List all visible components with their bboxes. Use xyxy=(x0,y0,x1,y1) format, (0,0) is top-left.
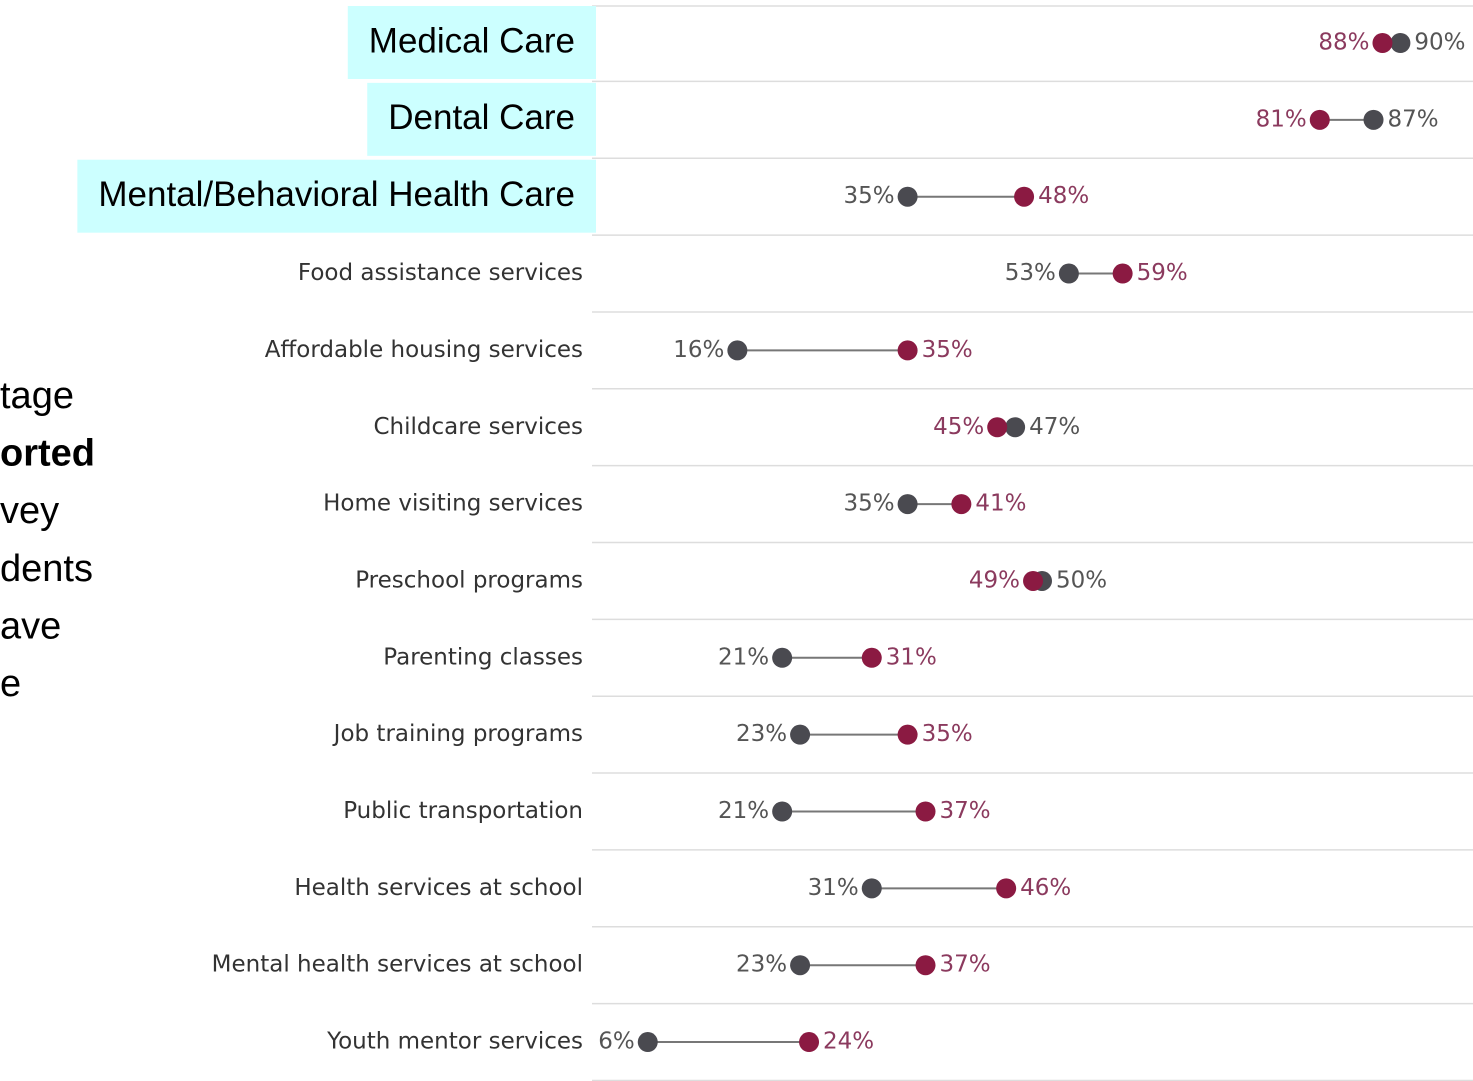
value-label: 31% xyxy=(886,644,937,670)
category-label: Job training programs xyxy=(332,721,583,747)
value-label: 35% xyxy=(843,183,894,209)
dot xyxy=(861,647,882,668)
dot xyxy=(1058,263,1079,284)
side-text: e xyxy=(0,663,21,705)
value-label: 35% xyxy=(843,491,894,517)
dot xyxy=(861,878,882,899)
value-label: 90% xyxy=(1414,30,1465,56)
dot xyxy=(915,955,936,976)
value-label: 6% xyxy=(598,1029,635,1055)
dot xyxy=(1309,109,1330,130)
category-label: Mental health services at school xyxy=(212,952,583,978)
dot xyxy=(1363,109,1384,130)
side-text: ave xyxy=(0,605,61,647)
value-label: 35% xyxy=(922,337,973,363)
category-label: Dental Care xyxy=(388,98,575,137)
value-label: 46% xyxy=(1020,875,1071,901)
value-label: 48% xyxy=(1038,183,1089,209)
value-label: 37% xyxy=(940,798,991,824)
highlight-box xyxy=(347,6,596,79)
side-text: dents xyxy=(0,548,93,590)
dot xyxy=(1390,33,1411,53)
dot xyxy=(727,340,748,361)
value-label: 35% xyxy=(922,721,973,747)
dot xyxy=(897,186,918,207)
dot xyxy=(1023,570,1044,591)
dot xyxy=(790,955,811,976)
dot xyxy=(772,647,793,668)
dot xyxy=(987,417,1008,438)
value-label: 41% xyxy=(975,491,1026,517)
category-label: Parenting classes xyxy=(383,644,583,670)
value-label: 45% xyxy=(933,414,984,440)
value-label: 81% xyxy=(1256,106,1307,132)
value-label: 16% xyxy=(673,337,724,363)
value-label: 23% xyxy=(736,952,787,978)
value-label: 88% xyxy=(1318,30,1369,56)
category-label: Childcare services xyxy=(373,414,583,440)
dot xyxy=(637,1032,658,1053)
dot xyxy=(1372,33,1393,53)
category-label: Food assistance services xyxy=(298,260,583,286)
value-label: 53% xyxy=(1005,260,1056,286)
dot xyxy=(897,724,918,745)
value-label: 87% xyxy=(1388,106,1439,132)
dot xyxy=(1005,417,1026,438)
category-label: Youth mentor services xyxy=(326,1029,583,1055)
dot xyxy=(772,801,793,822)
dot xyxy=(915,801,936,822)
value-label: 21% xyxy=(718,798,769,824)
dot xyxy=(897,494,918,515)
category-label: Medical Care xyxy=(369,21,575,60)
dot xyxy=(996,878,1017,899)
category-label: Home visiting services xyxy=(323,491,583,517)
value-label: 31% xyxy=(808,875,859,901)
value-label: 37% xyxy=(940,952,991,978)
dot xyxy=(951,494,972,515)
side-text: orted xyxy=(0,433,95,475)
dot xyxy=(790,724,811,745)
category-label: Health services at school xyxy=(294,875,583,901)
value-label: 24% xyxy=(823,1029,874,1055)
category-label: Preschool programs xyxy=(355,567,583,593)
value-label: 49% xyxy=(969,567,1020,593)
dot xyxy=(799,1032,820,1053)
category-label: Affordable housing services xyxy=(265,337,583,363)
category-label: Mental/Behavioral Health Care xyxy=(98,175,575,214)
highlight-box xyxy=(77,159,596,233)
side-text: vey xyxy=(0,490,59,532)
value-label: 50% xyxy=(1056,567,1107,593)
highlight-box xyxy=(367,82,596,156)
value-label: 47% xyxy=(1029,414,1080,440)
category-label: Public transportation xyxy=(343,798,583,824)
value-label: 21% xyxy=(718,644,769,670)
value-label: 23% xyxy=(736,721,787,747)
dot xyxy=(1014,186,1035,207)
side-text: tage xyxy=(0,375,74,417)
value-label: 59% xyxy=(1137,260,1188,286)
dot xyxy=(1112,263,1133,284)
dot xyxy=(897,340,918,361)
